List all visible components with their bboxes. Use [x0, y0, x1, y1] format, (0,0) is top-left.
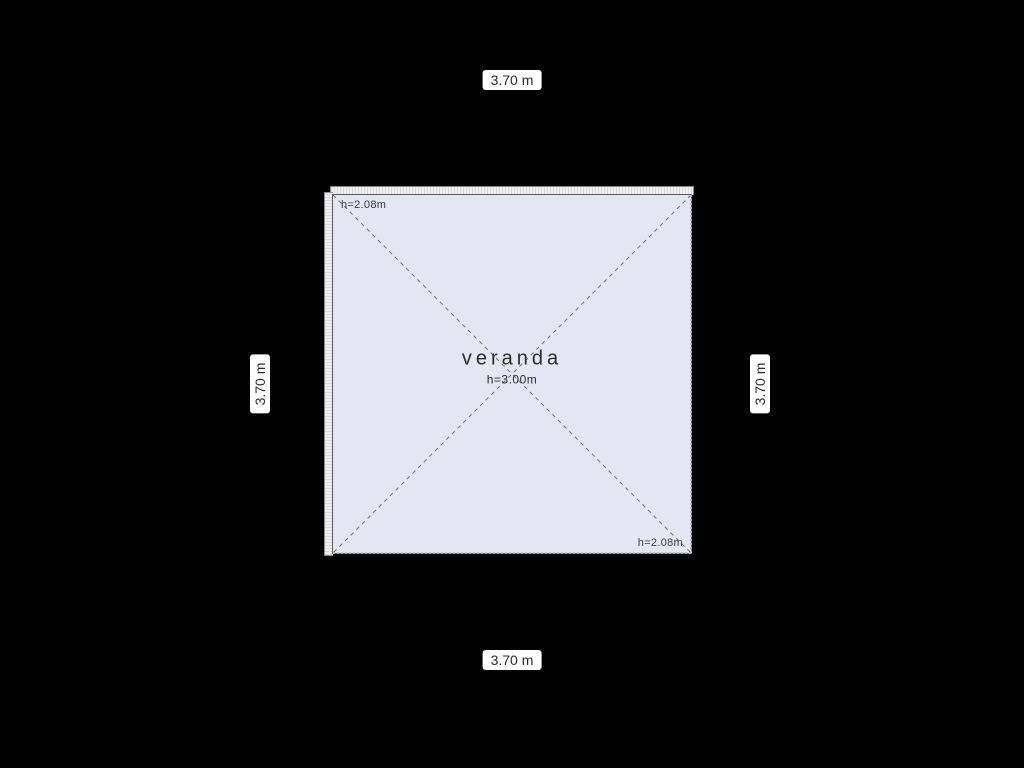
dimension-bottom: 3.70 m — [483, 650, 542, 670]
dimension-left: 3.70 m — [250, 355, 270, 414]
wall-edge-bottom — [333, 552, 691, 554]
dimension-right: 3.70 m — [750, 355, 770, 414]
room-veranda: h=2.08m h=2.08m veranda h=3.00m — [332, 194, 692, 554]
corner-height-top-left: h=2.08m — [341, 199, 386, 211]
dimension-top: 3.70 m — [483, 70, 542, 90]
room-area: h=2.08m h=2.08m veranda h=3.00m — [332, 194, 692, 554]
corner-height-bottom-right: h=2.08m — [638, 537, 683, 549]
floorplan-stage: 3.70 m 3.70 m 3.70 m 3.70 m h=2.08m h=2.… — [0, 0, 1024, 768]
ceiling-diagonals — [333, 195, 691, 553]
wall-edge-right — [690, 195, 692, 553]
